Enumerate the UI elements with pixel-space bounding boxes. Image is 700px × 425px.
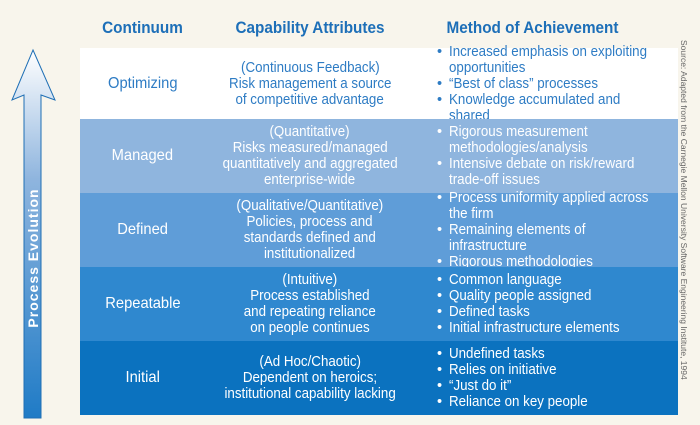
method-item: “Just do it” (437, 378, 678, 394)
table-row: Initial (Ad Hoc/Chaotic) Dependent on her… (80, 341, 678, 415)
capability-line: (Ad Hoc/Chaotic) (259, 354, 361, 370)
maturity-table: Optimizing (Continuous Feedback) Risk man… (80, 44, 678, 415)
method-item: Process uniformity applied across the fi… (437, 190, 678, 222)
capability-line: enterprise-wide (264, 172, 356, 188)
capability-line: of competitive advantage (235, 91, 385, 108)
capability-line: Dependent on heroics; (242, 370, 378, 386)
capability-attributes: (Intuitive) Process established and repeat… (205, 272, 415, 336)
method-item: Remaining elements of infrastructure (437, 222, 678, 254)
header-continuum: Continuum (102, 18, 183, 37)
method-item: Undefined tasks (437, 346, 678, 362)
method-item: Increased emphasis on exploiting opportu… (437, 44, 678, 76)
method-of-achievement: Common languageQuality people assignedDe… (415, 272, 678, 336)
capability-line: Policies, process and (246, 214, 374, 230)
capability-line: quantitatively and aggregated (222, 156, 398, 172)
capability-line: (Intuitive) (282, 272, 338, 288)
capability-line: and repeating reliance (243, 304, 377, 320)
method-of-achievement: Process uniformity applied across the fi… (415, 190, 678, 270)
continuum-level: Defined (117, 221, 168, 238)
source-note: Source: Adapted from the Carnegie Mellon… (679, 40, 689, 380)
method-item: Intensive debate on risk/reward trade-of… (437, 156, 678, 188)
method-item: Relies on initiative (437, 362, 678, 378)
capability-line: Process established (250, 288, 370, 304)
method-of-achievement: Rigorous measurement methodologies/analy… (415, 124, 678, 188)
method-item: Rigorous measurement methodologies/analy… (437, 124, 678, 156)
header-method: Method of Achievement (446, 18, 619, 37)
capability-line: on people continues (250, 320, 370, 336)
capability-line: institutional capability lacking (224, 386, 396, 402)
method-item: Quality people assigned (437, 288, 678, 304)
arrow-label: Process Evolution (25, 188, 41, 328)
capability-attributes: (Continuous Feedback) Risk management a s… (205, 60, 415, 108)
method-item: “Best of class” processes (437, 76, 678, 92)
continuum-level: Optimizing (107, 74, 178, 92)
method-of-achievement: Increased emphasis on exploiting opportu… (415, 44, 678, 124)
continuum-level: Repeatable (104, 295, 181, 312)
capability-line: (Quantitative) (269, 124, 351, 140)
method-of-achievement: Undefined tasksRelies on initiative“Just… (415, 346, 678, 410)
capability-attributes: (Qualitative/Quantitative) Policies, proc… (205, 198, 415, 262)
method-item: Defined tasks (437, 304, 678, 320)
table-row: Optimizing (Continuous Feedback) Risk man… (80, 44, 678, 124)
capability-line: institutionalized (264, 246, 356, 262)
method-item: Initial infrastructure elements (437, 320, 678, 336)
capability-line: (Continuous Feedback) (240, 59, 380, 76)
method-item: Rigorous methodologies (437, 254, 678, 270)
continuum-level: Managed (111, 147, 174, 164)
table-row: Defined (Qualitative/Quantitative) Polici… (80, 190, 678, 270)
capability-line: standards defined and (243, 230, 377, 246)
table-row: Managed (Quantitative) Risks measured/man… (80, 119, 678, 193)
capability-line: (Qualitative/Quantitative) (236, 198, 384, 214)
capability-line: Risks measured/managed (232, 140, 388, 156)
process-evolution-arrow-icon (11, 48, 56, 419)
header-capability: Capability Attributes (235, 18, 385, 37)
table-row: Repeatable (Intuitive) Process establishe… (80, 267, 678, 341)
continuum-level: Initial (125, 369, 160, 386)
method-item: Reliance on key people (437, 394, 678, 410)
capability-line: Risk management a source (228, 75, 392, 92)
method-item: Common language (437, 272, 678, 288)
capability-attributes: (Ad Hoc/Chaotic) Dependent on heroics; ins… (205, 354, 415, 402)
capability-attributes: (Quantitative) Risks measured/managed quan… (205, 124, 415, 188)
